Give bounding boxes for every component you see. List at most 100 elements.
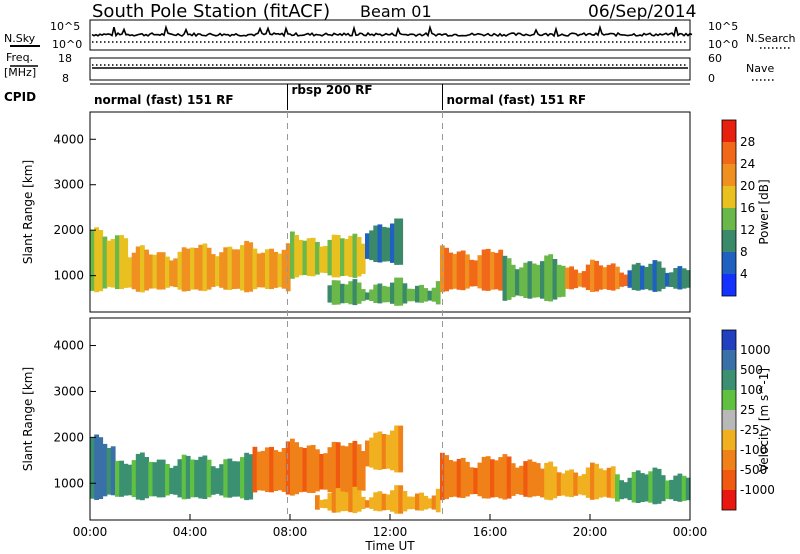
velocity-cell: [169, 467, 174, 495]
power-cell: [360, 243, 366, 274]
velocity-cell: [302, 448, 308, 492]
velocity-colorbar: -1000 -500 -100 -25 25 100 500 1000: [721, 329, 775, 511]
power-cell: [635, 262, 641, 291]
velocity-cell: [181, 454, 187, 500]
velocity-cell: [310, 445, 316, 493]
power-cell: [535, 264, 541, 298]
velocity-cell: [123, 463, 129, 496]
power-cell: [294, 235, 299, 278]
velocity-cell: [377, 431, 383, 470]
velocity-cell: [652, 467, 658, 505]
power-cell: [323, 245, 329, 273]
power-cell: [348, 235, 354, 277]
velocity-cbar-swatch: [722, 370, 736, 390]
velocity-cbar-tick-label: 25: [740, 403, 755, 417]
power-panel: [89, 111, 691, 313]
velocity-cell: [190, 459, 195, 498]
power-cell: [490, 251, 495, 290]
nsky-trace: [91, 24, 693, 38]
velocity-y-tick-label: 1000: [53, 476, 84, 490]
power-colorbar: 4 8 12 16 20 24 28: [721, 119, 755, 297]
power-cell: [106, 240, 112, 287]
velocity-cell: [198, 456, 204, 499]
station-title: South Pole Station (fitACF): [92, 1, 330, 22]
velocity-yticks: 1000 2000 3000 4000: [53, 339, 96, 490]
velocity-cell: [569, 469, 574, 498]
power-cell: [319, 246, 324, 273]
x-tick-label: 08:00: [273, 525, 308, 539]
cpid-segment-label: normal (fast) 151 RF: [94, 93, 234, 107]
power-cell: [373, 225, 379, 262]
power-cbar-swatch: [722, 164, 736, 186]
velocity-cell: [590, 462, 595, 500]
velocity-cell: [519, 465, 524, 495]
power-y-tick-label: 3000: [53, 178, 84, 192]
velocity-cell: [381, 493, 387, 511]
power-cell: [123, 238, 129, 288]
velocity-cbar-tick-label: -25: [740, 423, 760, 437]
power-cell: [565, 267, 570, 289]
power-y-tick-label: 4000: [53, 132, 84, 146]
velocity-cell: [131, 460, 137, 498]
power-cell: [460, 250, 466, 291]
velocity-cell: [215, 468, 220, 494]
velocity-cell: [94, 434, 99, 500]
velocity-cell: [306, 445, 312, 493]
velocity-cell: [602, 470, 608, 497]
power-cell: [331, 280, 337, 305]
power-cell: [648, 263, 654, 291]
velocity-cell: [144, 457, 149, 499]
velocity-cell: [265, 447, 270, 493]
velocity-cell: [194, 459, 199, 498]
velocity-cell: [381, 434, 387, 469]
power-cell: [448, 252, 454, 290]
velocity-cell: [344, 492, 349, 511]
velocity-cell: [281, 448, 287, 492]
freq-unit: [MHz]: [4, 66, 36, 79]
velocity-cell: [498, 457, 504, 499]
power-cell: [90, 230, 95, 291]
power-cell: [660, 267, 666, 289]
velocity-cell: [556, 472, 562, 496]
velocity-cell: [365, 440, 370, 467]
velocity-cell: [415, 493, 420, 511]
power-cell: [102, 236, 108, 289]
velocity-cell: [340, 445, 345, 493]
power-cell: [298, 239, 304, 276]
velocity-cell: [669, 479, 674, 500]
velocity-cell: [119, 460, 124, 497]
velocity-cell: [581, 474, 587, 496]
velocity-cell: [531, 461, 537, 497]
velocity-cell: [202, 455, 208, 499]
power-cell: [173, 258, 179, 288]
velocity-cell: [227, 458, 233, 498]
velocity-cell: [406, 496, 412, 510]
nsky-label: N.Sky: [4, 32, 36, 45]
power-cell: [356, 237, 362, 277]
power-cell: [435, 281, 441, 305]
velocity-cell: [231, 461, 237, 497]
power-cell: [415, 285, 420, 303]
power-cell: [398, 218, 404, 265]
power-cell: [352, 233, 358, 278]
power-cell: [256, 253, 262, 288]
velocity-cell: [673, 475, 679, 501]
velocity-cell: [98, 437, 104, 499]
velocity-cell: [235, 461, 241, 497]
power-cell: [273, 251, 279, 288]
power-cell: [506, 258, 512, 300]
power-cell: [619, 272, 624, 287]
power-cell: [402, 283, 408, 304]
velocity-cbar-frame: [721, 329, 737, 511]
power-cbar-tick-label: 20: [740, 179, 755, 193]
power-cell: [248, 242, 254, 292]
velocity-cell: [685, 477, 691, 501]
velocity-cell: [277, 451, 283, 491]
x-tick-label: 04:00: [173, 525, 208, 539]
velocity-cell: [135, 453, 141, 500]
power-cell: [315, 242, 320, 275]
velocity-cell: [327, 493, 333, 511]
velocity-cell: [285, 441, 291, 495]
nsearch-tick-bottom: 10^0: [708, 38, 738, 51]
